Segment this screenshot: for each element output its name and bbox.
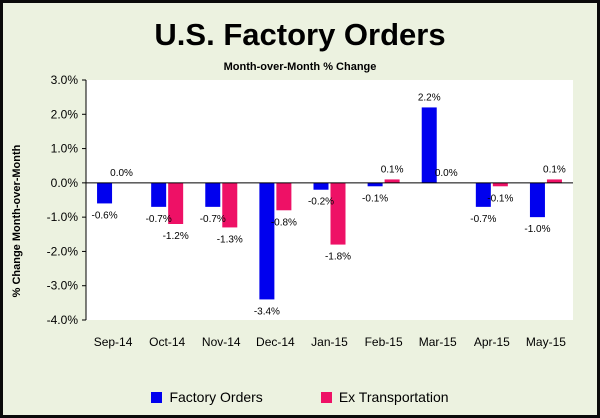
bar-factory-orders xyxy=(151,182,167,207)
data-label-factory-orders: -0.2% xyxy=(308,197,334,208)
bar-factory-orders xyxy=(529,182,545,218)
bar-factory-orders xyxy=(313,182,329,190)
data-label-factory-orders: -1.0% xyxy=(524,224,550,235)
plot-area xyxy=(86,80,573,320)
bar-ex-transportation xyxy=(276,182,292,211)
data-labels: -0.6% -0.7% -0.7%-3.4%-0.2% -0.1%2.2%-0.7%-… xyxy=(91,92,565,317)
legend-label-factory-orders: Factory Orders xyxy=(169,389,263,405)
y-tick-label: -1.0% xyxy=(47,210,79,224)
data-label-ex-transportation: -1.3% xyxy=(217,234,243,245)
bar-ex-transportation xyxy=(546,179,562,183)
bar-ex-transportation xyxy=(168,182,184,224)
data-label-factory-orders: -0.7% xyxy=(470,214,496,225)
legend: Factory Orders Ex Transportation xyxy=(3,389,597,405)
legend-swatch-factory-orders xyxy=(151,391,163,403)
y-tick-label: 3.0% xyxy=(51,73,79,87)
y-tick-label: 0.0% xyxy=(51,176,79,190)
data-label-ex-transportation: -1.2% xyxy=(163,231,189,242)
bar-factory-orders xyxy=(475,182,491,207)
bar-ex-transportation xyxy=(330,182,346,245)
x-tick-label: Oct-14 xyxy=(149,335,185,349)
x-tick-label: Sep-14 xyxy=(94,335,133,349)
data-label-factory-orders: -0.1% xyxy=(362,193,388,204)
legend-item-ex-transportation: Ex Transportation xyxy=(320,389,449,405)
bar-ex-transportation xyxy=(492,182,508,187)
legend-swatch-ex-transportation xyxy=(320,391,332,403)
data-label-ex-transportation: 0.0% xyxy=(435,168,458,179)
data-label-factory-orders: -0.7% xyxy=(200,214,226,225)
bar-factory-orders xyxy=(259,182,275,300)
data-label-factory-orders: -0.6% xyxy=(91,210,117,221)
data-label-factory-orders: 2.2% xyxy=(418,92,441,103)
x-tick-label: Dec-14 xyxy=(256,335,295,349)
bars xyxy=(97,107,562,300)
chart-subtitle: Month-over-Month % Change xyxy=(223,61,377,73)
data-label-ex-transportation: -0.1% xyxy=(487,193,513,204)
x-tick-label: Feb-15 xyxy=(365,335,403,349)
legend-item-factory-orders: Factory Orders xyxy=(151,389,263,405)
x-tick-label: Apr-15 xyxy=(474,335,510,349)
x-axis: Sep-14 Oct-14 Nov-14 Dec-14 Jan-15 Feb-15 Mar-… xyxy=(94,335,567,349)
y-tick-label: 1.0% xyxy=(51,142,79,156)
x-tick-label: Jan-15 xyxy=(311,335,348,349)
bar-chart: 3.0% 2.0% 1.0% 0.0% -1.0% -2.0% -3.0% -4.0% -0.… xyxy=(47,73,573,349)
x-tick-label: Nov-14 xyxy=(202,335,241,349)
bar-factory-orders xyxy=(421,107,437,183)
y-tick-label: -4.0% xyxy=(47,313,79,327)
x-tick-label: May-15 xyxy=(526,335,566,349)
legend-label-ex-transportation: Ex Transportation xyxy=(338,389,449,405)
y-tick-label: 2.0% xyxy=(51,107,79,121)
data-label-factory-orders: -3.4% xyxy=(254,306,280,317)
data-label-factory-orders: -0.7% xyxy=(146,214,172,225)
bar-factory-orders xyxy=(97,182,113,204)
data-label-ex-transportation: -0.8% xyxy=(271,217,297,228)
y-tick-label: -2.0% xyxy=(47,244,79,258)
bar-factory-orders xyxy=(205,182,221,207)
bar-ex-transportation xyxy=(384,179,400,183)
data-label-ex-transportation: -1.8% xyxy=(325,252,351,263)
bar-factory-orders xyxy=(367,182,383,187)
data-label-ex-transportation: 0.0% xyxy=(110,168,133,179)
data-label-ex-transportation: 0.1% xyxy=(381,164,404,175)
bar-ex-transportation xyxy=(222,182,238,228)
x-tick-label: Mar-15 xyxy=(419,335,457,349)
y-axis: 3.0% 2.0% 1.0% 0.0% -1.0% -2.0% -3.0% -4.0% xyxy=(47,73,87,327)
data-label-ex-transportation: 0.1% xyxy=(543,164,566,175)
y-tick-label: -3.0% xyxy=(47,279,79,293)
chart-title: U.S. Factory Orders xyxy=(154,17,446,52)
